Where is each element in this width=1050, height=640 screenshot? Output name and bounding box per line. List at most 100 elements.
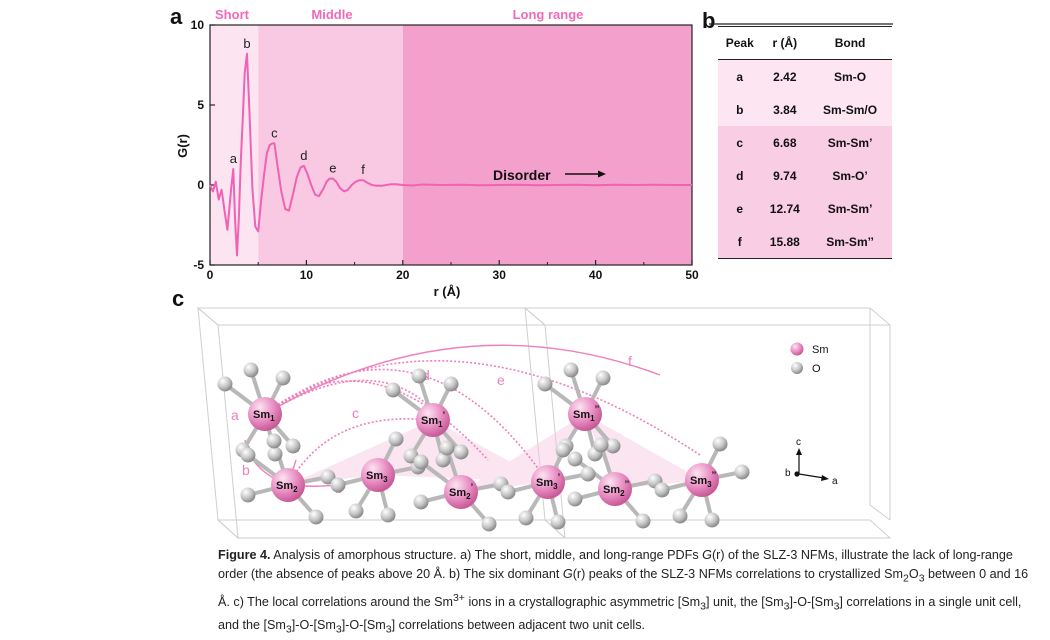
arc-label: e xyxy=(497,372,505,388)
legend-sm-swatch xyxy=(790,342,804,356)
y-tick-label: -5 xyxy=(193,258,204,272)
oxygen-atom xyxy=(443,376,459,392)
cell-bond: Sm-Sm’ xyxy=(827,201,873,216)
x-axis-label: r (Å) xyxy=(434,284,461,299)
unit-cell-outline xyxy=(196,306,892,540)
oxygen-atom xyxy=(388,431,404,447)
region-label-middle: Middle xyxy=(311,7,352,22)
cell-r: 6.68 xyxy=(773,135,797,150)
x-tick-label: 20 xyxy=(396,268,410,282)
cell-peak: e xyxy=(736,201,744,216)
oxygen-atom xyxy=(712,436,728,452)
sm-atom xyxy=(598,472,632,506)
cell-peak: b xyxy=(736,102,744,117)
oxygen-atom xyxy=(580,466,596,482)
axis-a-label: a xyxy=(832,476,838,487)
peak-table: Peak r (Å) Bond a 2.42 Sm-O b 3.84 Sm-Sm/O c… xyxy=(718,26,892,259)
oxygen-atom xyxy=(330,477,346,493)
peak-labels: a b c d e f xyxy=(230,36,366,177)
cell-r: 9.74 xyxy=(773,168,797,183)
sm-atom xyxy=(248,397,282,431)
y-tick-label: 0 xyxy=(197,178,204,192)
sm-atom-label: Sm2 xyxy=(276,480,298,494)
oxygen-atom xyxy=(439,440,455,456)
cell-peak: f xyxy=(737,234,742,249)
oxygen-atom xyxy=(605,438,621,454)
x-tick-label: 0 xyxy=(207,268,214,282)
cell-peak: c xyxy=(736,135,744,150)
x-tick-label: 40 xyxy=(589,268,603,282)
table-row: d 9.74 Sm-O’ xyxy=(718,159,892,192)
sm-atom-label: Sm1’’ xyxy=(573,404,599,423)
oxygen-atom xyxy=(380,507,396,523)
arc-label: c xyxy=(352,405,359,421)
peak-label: b xyxy=(243,36,250,51)
cell-bond: Sm-O xyxy=(834,69,867,84)
oxygen-atom xyxy=(595,370,611,386)
peak-label: a xyxy=(230,151,238,166)
oxygen-atom xyxy=(567,451,583,467)
sm-atom-label: Sm2’ xyxy=(449,482,473,501)
oxygen-atom xyxy=(266,433,282,449)
cell-bond: Sm-Sm’ xyxy=(827,135,873,150)
sm-atom-label: Sm1’ xyxy=(421,410,445,429)
sm-atom-label: Sm3 xyxy=(366,470,388,484)
oxygen-atom xyxy=(285,438,301,454)
legend-sm-label: Sm xyxy=(812,344,829,356)
oxygen-atom xyxy=(348,503,364,519)
header-r: r (Å) xyxy=(772,36,798,50)
oxygen-atom xyxy=(320,469,336,485)
cell-peak: d xyxy=(736,168,744,183)
sm-atom-label: Sm2’’ xyxy=(603,479,629,498)
oxygen-atom xyxy=(243,362,259,378)
y-tick-label: 10 xyxy=(191,18,205,32)
oxygen-atom xyxy=(500,484,516,500)
sm-atom-label: Sm3’ xyxy=(536,472,560,491)
table-row: c 6.68 Sm-Sm’ xyxy=(718,126,892,159)
arc-label: a xyxy=(231,407,239,423)
oxygen-atom xyxy=(275,370,291,386)
oxygen-atom xyxy=(481,516,497,532)
region-label-long: Long range xyxy=(513,7,584,22)
cell-r: 15.88 xyxy=(769,234,800,249)
cell-r: 2.42 xyxy=(773,69,797,84)
oxygen-atom xyxy=(555,442,571,458)
oxygen-atoms xyxy=(217,362,750,532)
oxygen-atom xyxy=(704,512,720,528)
oxygen-atom xyxy=(413,454,429,470)
region-long-bg xyxy=(402,25,692,265)
cell-bond: Sm-Sm’’ xyxy=(826,234,874,249)
oxygen-atom xyxy=(240,487,256,503)
legend-o-swatch xyxy=(791,362,803,374)
crystal-axes: c b a xyxy=(785,437,838,487)
x-tick-label: 50 xyxy=(685,268,699,282)
region-label-short: Short xyxy=(215,7,250,22)
panel-label-b: b xyxy=(702,8,716,33)
axis-c-label: c xyxy=(796,437,801,448)
header-bond: Bond xyxy=(834,36,866,50)
cell-r: 12.74 xyxy=(769,201,800,216)
oxygen-atom xyxy=(550,514,566,530)
oxygen-atom xyxy=(537,376,553,392)
legend-o-label: O xyxy=(812,363,821,375)
table-row: e 12.74 Sm-Sm’ xyxy=(718,192,892,225)
table-row: b 3.84 Sm-Sm/O xyxy=(718,93,892,126)
cell-r: 3.84 xyxy=(773,102,797,117)
oxygen-atom xyxy=(593,437,609,453)
oxygen-atom xyxy=(672,508,688,524)
disorder-label: Disorder xyxy=(493,167,551,183)
arc-label: f xyxy=(628,353,632,369)
y-axis-label: G(r) xyxy=(175,134,190,158)
cell-bond: Sm-Sm/O xyxy=(823,102,878,117)
peak-label: d xyxy=(300,148,307,163)
axis-b-label: b xyxy=(785,468,791,479)
oxygen-atom xyxy=(734,464,750,480)
x-tick-label: 30 xyxy=(493,268,507,282)
sm-atom xyxy=(531,465,565,499)
oxygen-atom xyxy=(518,510,534,526)
cell-peak: a xyxy=(736,69,744,84)
sm-atom xyxy=(444,475,478,509)
x-tick-label: 10 xyxy=(300,268,314,282)
sm-atom xyxy=(685,463,719,497)
